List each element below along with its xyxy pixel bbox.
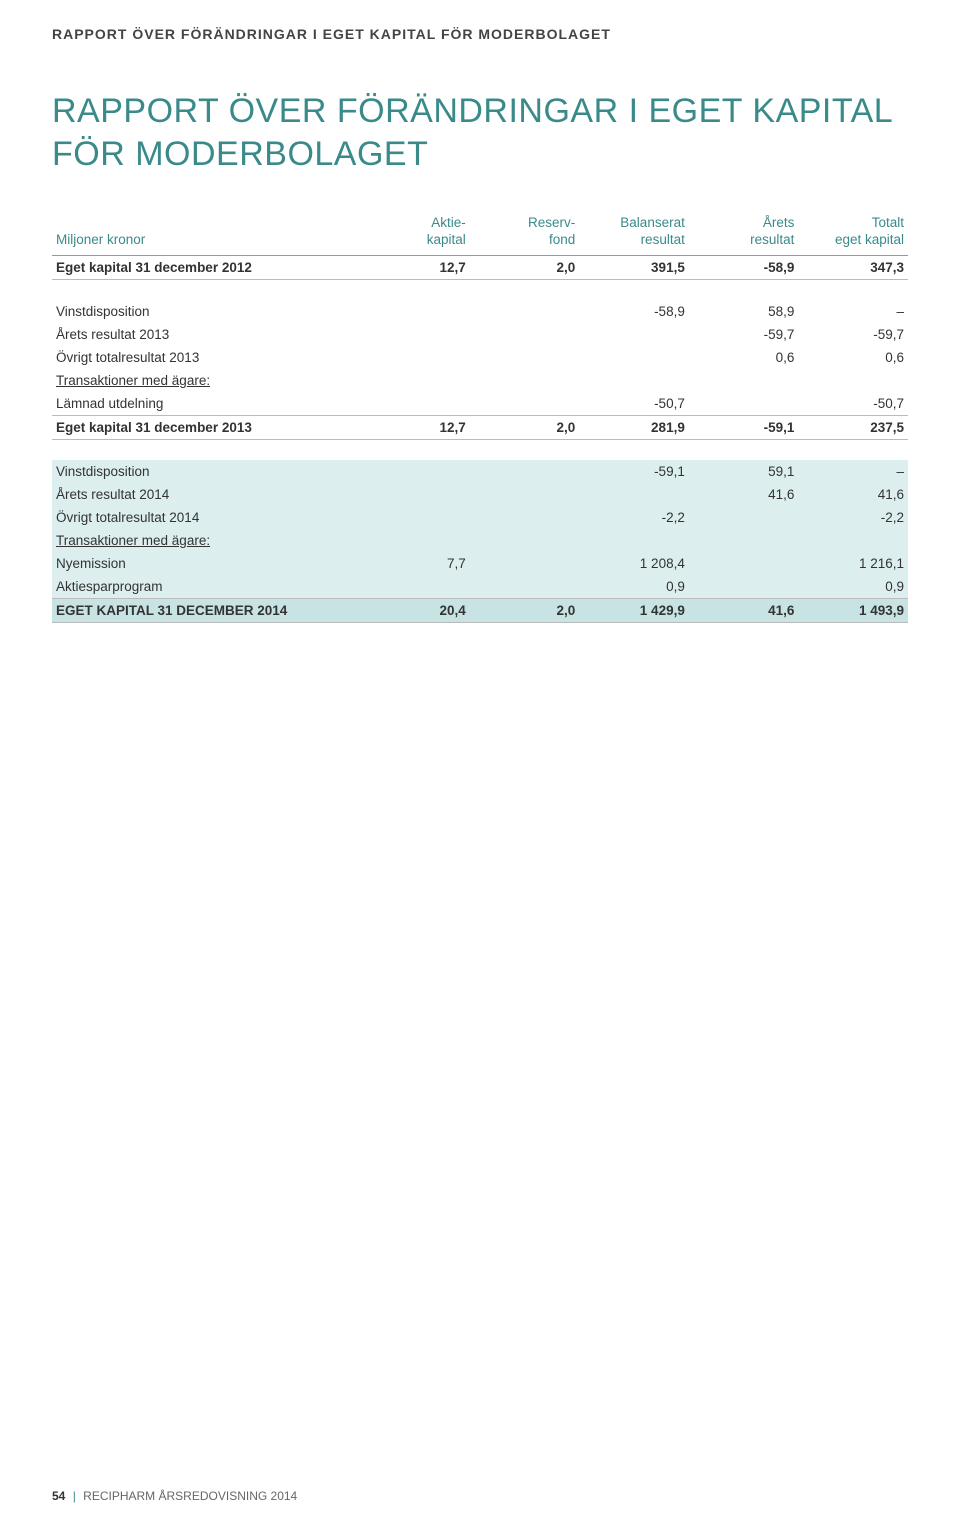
row-transaktioner-1: Transaktioner med ägare:	[52, 369, 908, 392]
row-nyemission: Nyemission7,71 208,41 216,1	[52, 552, 908, 575]
page-title: RAPPORT ÖVER FÖRÄNDRINGAR I EGET KAPITAL…	[52, 90, 908, 175]
col-reserve-fund: Reserv-fond	[470, 211, 580, 255]
row-eget-2013: Eget kapital 31 december 201312,72,0281,…	[52, 415, 908, 439]
row-transaktioner-2: Transaktioner med ägare:	[52, 529, 908, 552]
col-year-result: Åretsresultat	[689, 211, 799, 255]
equity-changes-table: Miljoner kronor Aktie-kapital Reserv-fon…	[52, 211, 908, 623]
row-ovrigt-totalresultat-2013: Övrigt totalresultat 20130,60,6	[52, 346, 908, 369]
row-arets-resultat-2014: Årets resultat 201441,641,6	[52, 483, 908, 506]
row-ovrigt-totalresultat-2014: Övrigt totalresultat 2014-2,2-2,2	[52, 506, 908, 529]
row-eget-2014-final: EGET KAPITAL 31 DECEMBER 201420,42,01 42…	[52, 598, 908, 622]
footer-text: RECIPHARM ÅRSREDOVISNING 2014	[83, 1489, 297, 1503]
row-vinstdisposition-2: Vinstdisposition-59,159,1–	[52, 460, 908, 483]
row-eget-2012: Eget kapital 31 december 201212,72,0391,…	[52, 255, 908, 279]
title-line-2: FÖR MODERBOLAGET	[52, 135, 428, 173]
section-header: RAPPORT ÖVER FÖRÄNDRINGAR I EGET KAPITAL…	[52, 26, 908, 42]
row-vinstdisposition-1: Vinstdisposition-58,958,9–	[52, 300, 908, 323]
col-total-equity: Totalteget kapital	[798, 211, 908, 255]
row-arets-resultat-2013: Årets resultat 2013-59,7-59,7	[52, 323, 908, 346]
page-footer: 54 | RECIPHARM ÅRSREDOVISNING 2014	[52, 1489, 297, 1503]
page-container: RAPPORT ÖVER FÖRÄNDRINGAR I EGET KAPITAL…	[0, 0, 960, 1525]
row-lamnad-utdelning: Lämnad utdelning-50,7-50,7	[52, 392, 908, 416]
col-label-header: Miljoner kronor	[52, 211, 360, 255]
table-spacer	[52, 439, 908, 460]
page-number: 54	[52, 1489, 65, 1503]
table-header-row: Miljoner kronor Aktie-kapital Reserv-fon…	[52, 211, 908, 255]
table-spacer	[52, 279, 908, 300]
col-share-capital: Aktie-kapital	[360, 211, 470, 255]
row-aktiesparprogram: Aktiesparprogram0,90,9	[52, 575, 908, 599]
col-retained-earnings: Balanseratresultat	[579, 211, 689, 255]
footer-separator-icon: |	[73, 1489, 76, 1503]
title-line-1: RAPPORT ÖVER FÖRÄNDRINGAR I EGET KAPITAL	[52, 92, 893, 130]
